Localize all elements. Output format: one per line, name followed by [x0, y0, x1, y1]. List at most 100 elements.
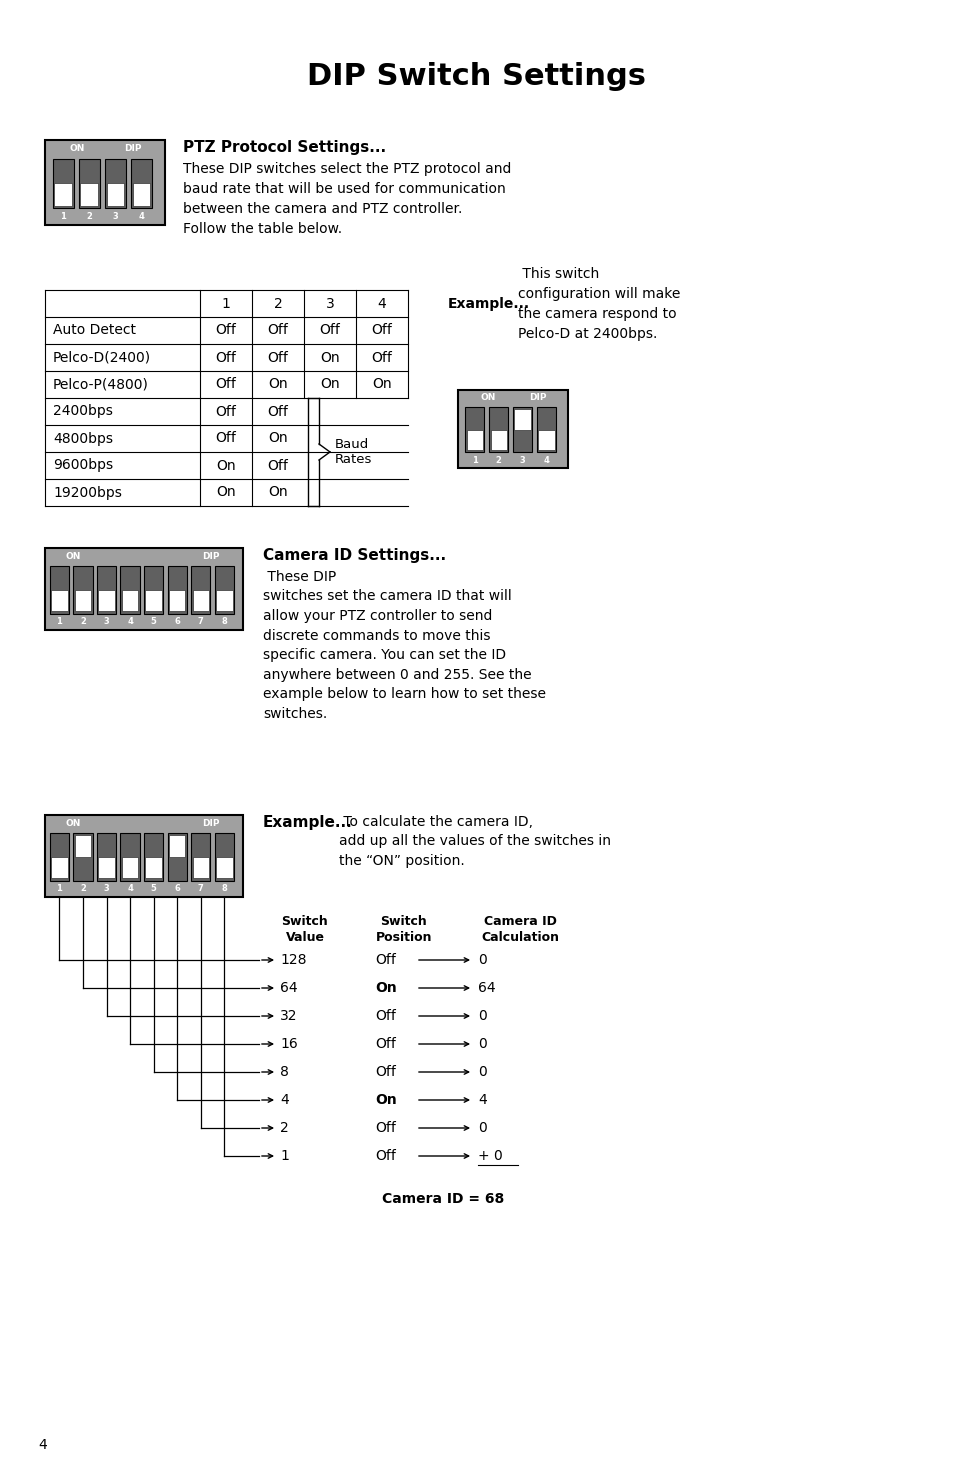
Text: Off: Off [375, 1065, 396, 1080]
Text: On: On [216, 459, 235, 472]
Text: 1: 1 [221, 296, 231, 311]
Bar [98, 590, 114, 611]
Text: + 0: + 0 [477, 1149, 502, 1162]
Text: Baud
Rates: Baud Rates [335, 438, 372, 466]
Text: 3: 3 [519, 456, 525, 465]
Text: 0: 0 [477, 1065, 486, 1080]
Text: 2: 2 [274, 296, 282, 311]
Text: 19200bps: 19200bps [53, 485, 122, 500]
Text: Off: Off [267, 323, 288, 338]
Bar [74, 590, 91, 611]
Text: Example...: Example... [263, 816, 353, 830]
Text: 6: 6 [174, 618, 180, 627]
Text: Off: Off [375, 953, 396, 968]
Text: On: On [268, 432, 288, 445]
Text: 0: 0 [477, 1009, 486, 1024]
Text: 5: 5 [151, 885, 156, 894]
Bar [45, 549, 243, 630]
Text: 4: 4 [127, 885, 132, 894]
Bar [168, 833, 187, 881]
Bar [193, 857, 209, 878]
Text: 7: 7 [197, 618, 204, 627]
Text: Off: Off [267, 404, 288, 419]
Text: Switch
Value: Switch Value [281, 914, 328, 944]
Text: DIP Switch Settings: DIP Switch Settings [307, 62, 646, 91]
Bar [466, 429, 482, 450]
Text: 4: 4 [377, 296, 386, 311]
Text: Off: Off [215, 351, 236, 364]
Text: 4: 4 [138, 212, 144, 221]
Text: Off: Off [267, 459, 288, 472]
Bar [489, 407, 508, 453]
Text: Off: Off [215, 432, 236, 445]
Bar [457, 389, 567, 468]
Text: Off: Off [375, 1037, 396, 1052]
Text: Camera ID
Calculation: Camera ID Calculation [480, 914, 558, 944]
Text: 32: 32 [280, 1009, 297, 1024]
Text: PTZ Protocol Settings...: PTZ Protocol Settings... [183, 140, 386, 155]
Text: 2: 2 [496, 456, 501, 465]
Bar [537, 429, 554, 450]
Text: 64: 64 [280, 981, 297, 996]
Text: 8: 8 [280, 1065, 289, 1080]
Text: Off: Off [371, 323, 392, 338]
Text: DIP: DIP [124, 145, 141, 153]
Bar [169, 835, 185, 857]
Text: On: On [372, 378, 392, 391]
Text: 64: 64 [477, 981, 496, 996]
Bar [51, 857, 68, 878]
Bar [80, 183, 98, 205]
Text: DIP: DIP [202, 819, 220, 827]
Text: 4: 4 [280, 1093, 289, 1108]
Bar [145, 857, 162, 878]
Text: Example...: Example... [448, 296, 530, 311]
Text: 4: 4 [543, 456, 549, 465]
Text: ON: ON [65, 819, 80, 827]
Bar [191, 566, 211, 614]
Text: Off: Off [371, 351, 392, 364]
Bar [98, 857, 114, 878]
Text: Pelco-P(4800): Pelco-P(4800) [53, 378, 149, 391]
Text: Switch
Position: Switch Position [375, 914, 432, 944]
Text: 0: 0 [477, 1037, 486, 1052]
Bar [193, 590, 209, 611]
Bar [144, 833, 163, 881]
Text: Off: Off [267, 351, 288, 364]
Text: 2400bps: 2400bps [53, 404, 112, 419]
Bar [169, 590, 185, 611]
Text: Off: Off [375, 1009, 396, 1024]
Text: 4: 4 [127, 618, 132, 627]
Text: 9600bps: 9600bps [53, 459, 113, 472]
Bar [132, 183, 151, 205]
Bar [214, 833, 233, 881]
Text: 3: 3 [104, 618, 110, 627]
Bar [490, 429, 506, 450]
Bar [54, 183, 72, 205]
Text: 3: 3 [112, 212, 118, 221]
Text: Off: Off [215, 323, 236, 338]
Text: 8: 8 [221, 618, 227, 627]
Text: 3: 3 [325, 296, 334, 311]
Text: On: On [268, 485, 288, 500]
Text: Off: Off [375, 1121, 396, 1134]
Bar [52, 159, 73, 208]
Text: ON: ON [65, 552, 80, 560]
Bar [120, 833, 139, 881]
Text: 4: 4 [38, 1438, 47, 1451]
Bar [216, 857, 233, 878]
Bar [97, 833, 116, 881]
Text: Pelco-D(2400): Pelco-D(2400) [53, 351, 151, 364]
Text: 4: 4 [477, 1093, 486, 1108]
Bar [74, 835, 91, 857]
Bar [51, 590, 68, 611]
Text: On: On [216, 485, 235, 500]
Text: 1: 1 [60, 212, 66, 221]
Text: 1: 1 [280, 1149, 289, 1162]
Text: 1: 1 [56, 618, 62, 627]
Bar [465, 407, 484, 453]
Text: 7: 7 [197, 885, 204, 894]
Bar [191, 833, 211, 881]
Text: 2: 2 [80, 885, 86, 894]
Text: 5: 5 [151, 618, 156, 627]
Text: DIP: DIP [202, 552, 220, 560]
